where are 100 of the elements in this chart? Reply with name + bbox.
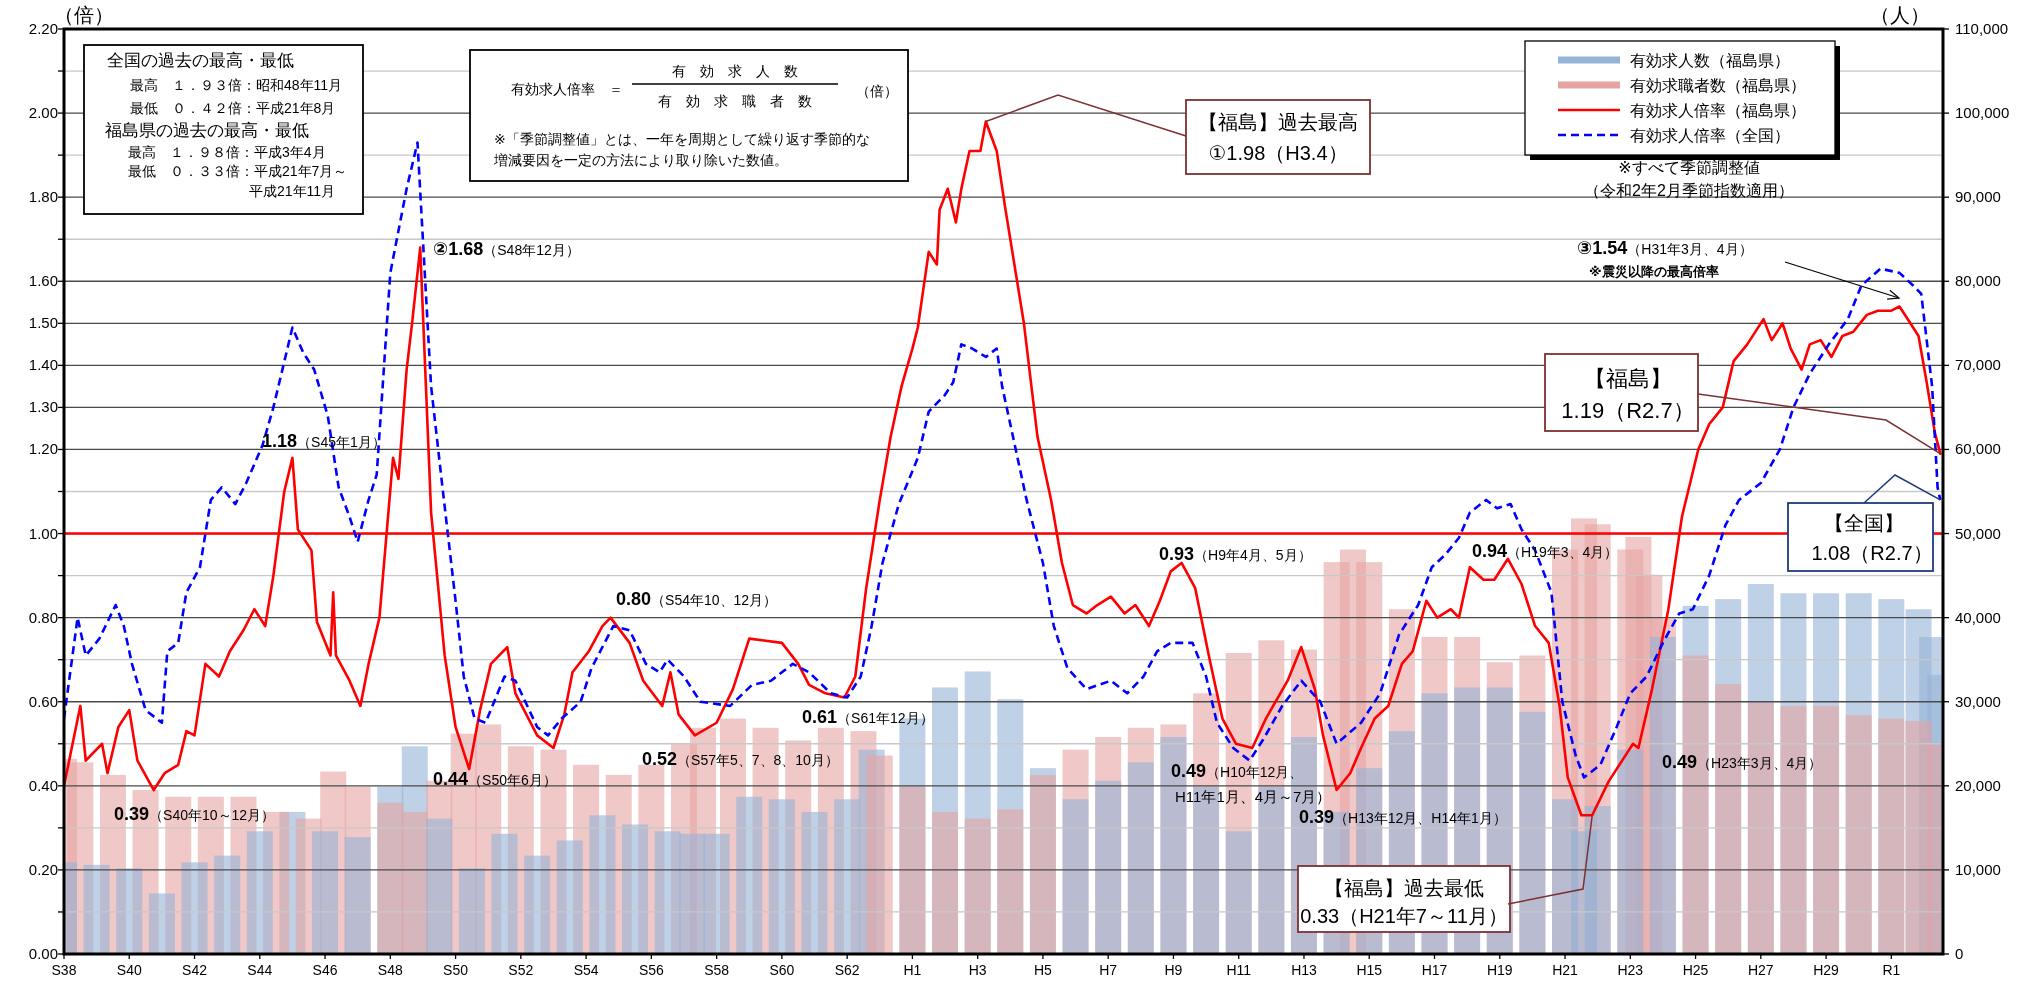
x-tick-label: H5 (1033, 962, 1053, 978)
x-tick-label: H17 (1421, 962, 1448, 978)
bar (148, 893, 175, 954)
legend-label: 有効求人倍率（福島県） (1630, 102, 1806, 119)
bar (866, 755, 893, 954)
x-tick-label: S48 (377, 962, 403, 978)
annotation: 0.39（H13年12月、H14年1月） (1299, 807, 1507, 827)
annotation: 0.39（S40年10～12月） (114, 804, 276, 824)
bar (83, 864, 110, 954)
bar (1095, 780, 1122, 954)
y2-tick-label: 50,000 (1955, 524, 2001, 542)
bar (899, 786, 926, 954)
annotation: 0.52（S57年5、7、8、10月） (642, 749, 839, 769)
bar (1519, 711, 1546, 954)
annotation: 福島県の過去の最高・最低 (105, 121, 309, 140)
annotation: （倍） (856, 83, 898, 99)
y-tick-label: 1.30 (28, 398, 58, 416)
y-tick-label: 1.80 (28, 188, 58, 206)
bar (312, 831, 339, 954)
bar (524, 855, 551, 954)
y-tick-label: 0.60 (28, 692, 58, 710)
bar (1813, 705, 1840, 954)
annotation: 【福島】過去最低 0.33（H21年7～11月） (1300, 877, 1508, 927)
bar (426, 818, 453, 954)
y2-tick-label: 90,000 (1955, 188, 2001, 206)
x-tick-label: H1 (903, 962, 922, 978)
annotation: 1.18（S45年1月） (262, 431, 386, 451)
annotation: 最高 １．９８倍：平成3年4月 (128, 144, 326, 160)
bar (1225, 831, 1252, 954)
bar (1617, 749, 1644, 954)
y2-tick-label: 80,000 (1955, 272, 2001, 290)
x-tick-label: S58 (704, 962, 730, 978)
annotation: 0.94（H19年3、4月） (1472, 541, 1619, 561)
y2-tick-label: 0 (1955, 945, 1964, 962)
bar (997, 809, 1024, 954)
y2-tick-label: 30,000 (1955, 692, 2001, 710)
y-tick-label: 1.50 (28, 314, 58, 332)
bar (458, 868, 485, 954)
annotation: 有 効 求 職 者 数 (658, 93, 812, 109)
annotation: ②1.68（S48年12月） (433, 239, 580, 259)
bar (1845, 715, 1872, 954)
y-tick-label: 0.20 (28, 860, 58, 878)
annotation: 最高 １．９３倍：昭和48年11月 (130, 77, 343, 93)
bar (932, 811, 959, 954)
bar (1127, 762, 1154, 954)
x-tick-label: H15 (1356, 962, 1383, 978)
y-tick-label: 1.40 (28, 356, 58, 374)
bar (703, 833, 730, 954)
bar (1571, 831, 1598, 954)
y-tick-label: 2.00 (28, 104, 58, 122)
legend-label: 有効求人倍率（全国） (1630, 127, 1790, 144)
x-tick-label: H19 (1486, 962, 1513, 978)
bar (964, 818, 991, 954)
x-tick-label: H7 (1099, 962, 1118, 978)
bar (1878, 718, 1905, 954)
annotation: 0.49（H23年3月、4月） (1662, 752, 1823, 772)
bar (736, 796, 763, 954)
y-tick-label: 1.00 (28, 524, 58, 542)
annotation: ※「季節調整値」とは、一年を周期として繰り返す季節的な (494, 131, 870, 147)
y2-tick-label: 20,000 (1955, 776, 2001, 794)
x-tick-label: S60 (769, 962, 795, 978)
x-tick-label: H13 (1291, 962, 1318, 978)
bar (768, 799, 795, 954)
y-tick-label: 1.60 (28, 272, 58, 290)
annotation: 増減要因を一定の方法により取り除いた数値。 (493, 152, 788, 168)
x-tick-label: S40 (116, 962, 142, 978)
legend-label: 有効求職者数（福島県） (1630, 77, 1806, 94)
bar (214, 855, 241, 954)
bar (1780, 705, 1807, 954)
annotation: 【全国】 1.08（R2.7） (1811, 512, 1933, 564)
annotation: 有 効 求 人 数 (672, 63, 798, 79)
y2-tick-label: 60,000 (1955, 440, 2001, 458)
x-tick-label: S54 (573, 962, 599, 978)
x-tick-label: S56 (638, 962, 665, 978)
annotation: ※すべて季節調整値 (1618, 159, 1760, 176)
annotation: 最低 ０．４２倍：平成21年8月 (130, 100, 336, 116)
annotation: 0.61（S61年12月） (802, 707, 934, 727)
x-tick-label: S52 (508, 962, 534, 978)
y-tick-label: 0.00 (28, 945, 58, 962)
y2-tick-label: 40,000 (1955, 608, 2001, 626)
bar (246, 831, 273, 954)
x-tick-label: S38 (51, 962, 77, 978)
y2-tick-label: 100,000 (1955, 104, 2010, 122)
x-tick-label: H3 (968, 962, 987, 978)
annotation: 0.93（H9年4月、5月） (1159, 544, 1312, 564)
x-tick-label: S46 (312, 962, 338, 978)
y-tick-label: 1.20 (28, 440, 58, 458)
x-tick-label: H25 (1682, 962, 1709, 978)
bar (116, 868, 143, 954)
y2-tick-label: 10,000 (1955, 860, 2001, 878)
annotation: 全国の過去の最高・最低 (107, 51, 294, 70)
bar (1062, 799, 1089, 954)
annotation: 有効求人倍率 ＝ (511, 81, 623, 97)
y2-tick-label: 110,000 (1955, 20, 2009, 37)
annotation: （令和2年2月季節指数適用） (1584, 182, 1794, 199)
x-tick-label: H11 (1226, 962, 1252, 978)
x-tick-label: H9 (1164, 962, 1183, 978)
x-tick-label: S44 (247, 962, 273, 978)
bar (834, 799, 861, 954)
x-tick-label: S62 (834, 962, 860, 978)
